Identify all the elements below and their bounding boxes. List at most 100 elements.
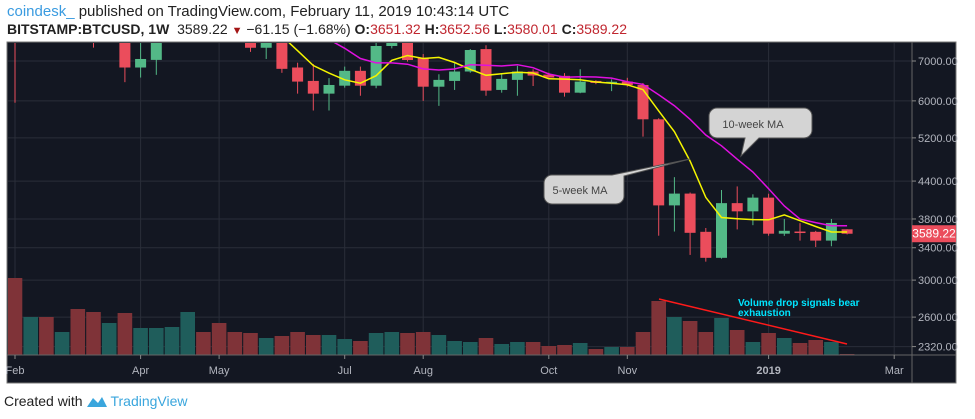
- time-tick-label: Feb: [6, 365, 25, 377]
- last-price-label: 3589.22: [912, 227, 956, 241]
- candle-body: [370, 46, 382, 86]
- volume-bar: [368, 333, 384, 355]
- candle-body: [402, 43, 413, 61]
- volume-bar: [777, 338, 792, 355]
- created-with-text: Created with: [4, 393, 83, 409]
- ma5-callout-text: 5-week MA: [552, 185, 608, 197]
- candle-body: [763, 197, 775, 234]
- candle-body: [684, 193, 696, 233]
- volume-bar: [808, 340, 823, 355]
- candle-body: [150, 43, 162, 60]
- volume-bar: [745, 342, 761, 355]
- volume-bar: [384, 332, 400, 355]
- price-tick-label: 3800.00: [918, 214, 958, 226]
- candle-body: [229, 8, 240, 20]
- candle-body: [323, 84, 335, 94]
- price-tick-label: 4400.00: [918, 176, 958, 188]
- candle-body: [480, 49, 492, 91]
- volume-bar: [86, 312, 101, 355]
- open-value: 3651.32: [370, 21, 421, 37]
- candle-body: [339, 70, 351, 86]
- tradingview-link[interactable]: TradingView: [110, 393, 188, 409]
- candle-body: [449, 71, 461, 81]
- volume-bar: [8, 278, 23, 355]
- candle-body: [10, 19, 21, 24]
- volume-bar: [572, 343, 588, 355]
- volume-bar: [557, 345, 572, 355]
- candle-body: [747, 197, 759, 212]
- volume-bar: [714, 318, 729, 355]
- candle-body: [135, 58, 147, 68]
- high-value: 3652.56: [439, 21, 490, 37]
- price-tick-label: 3400.00: [918, 243, 958, 255]
- volume-bar: [243, 333, 258, 355]
- volume-bar: [180, 312, 195, 355]
- open-label: O:: [354, 21, 371, 37]
- volume-bar: [635, 332, 651, 355]
- candle-body: [104, 11, 115, 20]
- candle-body: [214, 0, 225, 8]
- volume-bar: [588, 349, 604, 355]
- volume-bar: [698, 332, 714, 355]
- volume-bar: [337, 339, 352, 355]
- volume-bars: [8, 278, 855, 355]
- volume-bar: [70, 309, 86, 355]
- volume-bar: [149, 328, 164, 355]
- volume-bar: [164, 327, 180, 355]
- volume-bar: [353, 341, 368, 355]
- candle-body: [716, 203, 727, 258]
- time-tick-label: Aug: [413, 365, 433, 377]
- down-triangle-icon: ▼: [231, 25, 243, 37]
- candle-body: [167, 0, 178, 17]
- candle-body: [386, 43, 398, 47]
- volume-bar: [400, 333, 415, 355]
- candle-body: [700, 231, 712, 258]
- volume-note-text: Volume drop signals bear exhaustion: [738, 298, 860, 319]
- volume-bar: [651, 301, 666, 355]
- volume-bar: [792, 343, 808, 355]
- price-tick-label: 3000.00: [918, 275, 958, 287]
- candle-body: [245, 43, 256, 48]
- volume-bar: [761, 333, 776, 355]
- volume-bar: [824, 342, 839, 355]
- candle-body: [621, 81, 633, 85]
- volume-trendline: [658, 298, 848, 345]
- candle-body: [260, 43, 272, 48]
- time-tick-label: 2019: [756, 365, 780, 377]
- close-value: 3589.22: [576, 21, 627, 37]
- publish-info: coindesk_ published on TradingView.com, …: [7, 3, 509, 20]
- symbol-name: BITSTAMP:BTCUSD, 1W: [7, 21, 170, 37]
- close-label: C:: [561, 21, 577, 37]
- ma5-callout: 5-week MA: [543, 158, 691, 205]
- candle-body: [496, 78, 508, 90]
- time-tick-label: Nov: [618, 365, 638, 377]
- volume-bar: [494, 344, 509, 355]
- volume-bar: [415, 332, 431, 355]
- volume-bar: [117, 313, 133, 355]
- price-axis[interactable]: 7000.00 6000.00 5200.00 4400.00 3800.00 3400.…: [912, 56, 958, 354]
- time-tick-label: May: [209, 365, 230, 377]
- footer: Created with TradingView: [4, 393, 188, 409]
- time-tick-label: Jul: [338, 365, 352, 377]
- candle-body: [276, 43, 288, 69]
- time-tick-label: Mar: [885, 365, 904, 377]
- price-tick-label: 2320.00: [918, 342, 958, 354]
- price-change: −61.15 (−1.68%): [246, 21, 351, 37]
- volume-note-line-2: exhaustion: [738, 308, 791, 319]
- time-axis[interactable]: Feb Apr May Jul Aug Oct Nov 2019 Mar: [6, 355, 904, 377]
- candle-body: [307, 80, 319, 94]
- volume-bar: [196, 332, 211, 355]
- ma10-line: [333, 43, 848, 227]
- ma5-line: [288, 43, 848, 233]
- volume-bar: [620, 347, 635, 355]
- low-label: L:: [493, 21, 508, 37]
- candle-body: [25, 0, 36, 23]
- volume-bar: [431, 335, 447, 355]
- volume-bar: [604, 347, 619, 355]
- ma10-callout-text: 10-week MA: [722, 119, 784, 131]
- volume-bar: [274, 336, 290, 355]
- author-link[interactable]: coindesk_: [7, 3, 75, 20]
- low-value: 3580.01: [507, 21, 558, 37]
- candle-body: [543, 74, 555, 78]
